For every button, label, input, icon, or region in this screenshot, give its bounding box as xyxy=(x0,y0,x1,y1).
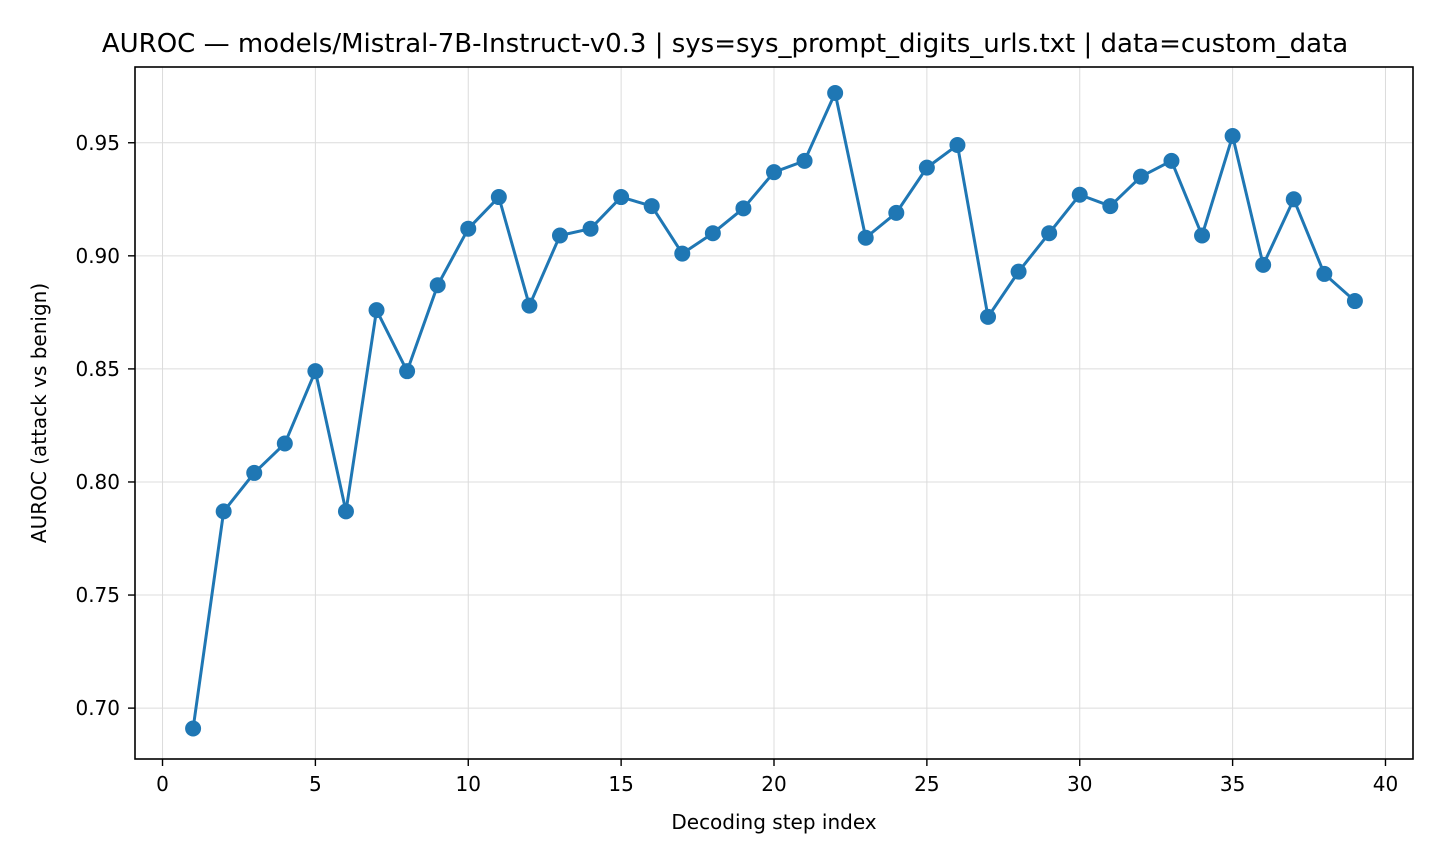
data-point xyxy=(460,220,477,237)
data-point xyxy=(949,137,966,154)
data-point xyxy=(766,164,782,181)
y-tick-label: 0.80 xyxy=(75,470,120,494)
data-point xyxy=(980,308,997,325)
data-point xyxy=(1346,293,1363,310)
y-tick-label: 0.85 xyxy=(75,357,120,381)
y-tick-label: 0.90 xyxy=(75,244,120,268)
x-tick-label: 15 xyxy=(608,772,633,796)
data-point xyxy=(307,363,324,380)
data-point xyxy=(613,189,630,206)
data-point xyxy=(704,225,721,242)
data-point xyxy=(1010,263,1027,280)
x-axis-label: Decoding step index xyxy=(671,810,876,834)
data-point xyxy=(276,435,293,452)
data-point xyxy=(1255,256,1272,273)
data-point xyxy=(1041,225,1058,242)
data-point xyxy=(888,204,905,221)
data-point xyxy=(1224,127,1241,144)
y-tick-label: 0.75 xyxy=(75,583,120,607)
data-point xyxy=(1102,198,1119,215)
data-point xyxy=(857,229,874,246)
y-tick-label: 0.70 xyxy=(75,696,120,720)
chart-title: AUROC — models/Mistral-7B-Instruct-v0.3 … xyxy=(102,29,1348,59)
y-tick-label: 0.95 xyxy=(75,131,120,155)
data-point xyxy=(1071,186,1088,203)
x-tick-label: 30 xyxy=(1067,772,1092,796)
data-point xyxy=(643,198,660,215)
x-tick-label: 20 xyxy=(761,772,786,796)
y-axis-label: AUROC (attack vs benign) xyxy=(27,283,51,543)
data-point xyxy=(1285,191,1302,208)
data-point xyxy=(1194,227,1211,244)
x-tick-label: 10 xyxy=(456,772,481,796)
x-tick-label: 5 xyxy=(309,772,322,796)
data-point xyxy=(368,302,385,319)
data-point xyxy=(337,503,354,520)
data-point xyxy=(185,720,202,737)
x-tick-label: 25 xyxy=(914,772,939,796)
data-point xyxy=(399,363,416,380)
grid xyxy=(135,67,1413,759)
x-axis: 0 5 10 15 20 25 30 35 40 xyxy=(156,759,1398,796)
data-point xyxy=(1316,265,1333,282)
series-layer xyxy=(185,85,1363,737)
data-point xyxy=(551,227,568,244)
data-point xyxy=(521,297,538,314)
data-point xyxy=(490,189,507,206)
data-point xyxy=(429,277,446,294)
data-point xyxy=(215,503,232,520)
data-point xyxy=(735,200,752,217)
x-tick-label: 0 xyxy=(156,772,169,796)
x-tick-label: 35 xyxy=(1220,772,1245,796)
x-tick-label: 40 xyxy=(1373,772,1398,796)
data-point xyxy=(918,159,935,176)
data-point xyxy=(827,85,844,102)
data-point xyxy=(582,220,599,237)
data-point xyxy=(1132,168,1149,185)
data-point xyxy=(1163,152,1180,169)
data-point xyxy=(246,464,263,481)
data-point xyxy=(674,245,691,262)
data-point xyxy=(796,152,813,169)
y-axis: 0.70 0.75 0.80 0.85 0.90 0.95 xyxy=(75,131,135,720)
